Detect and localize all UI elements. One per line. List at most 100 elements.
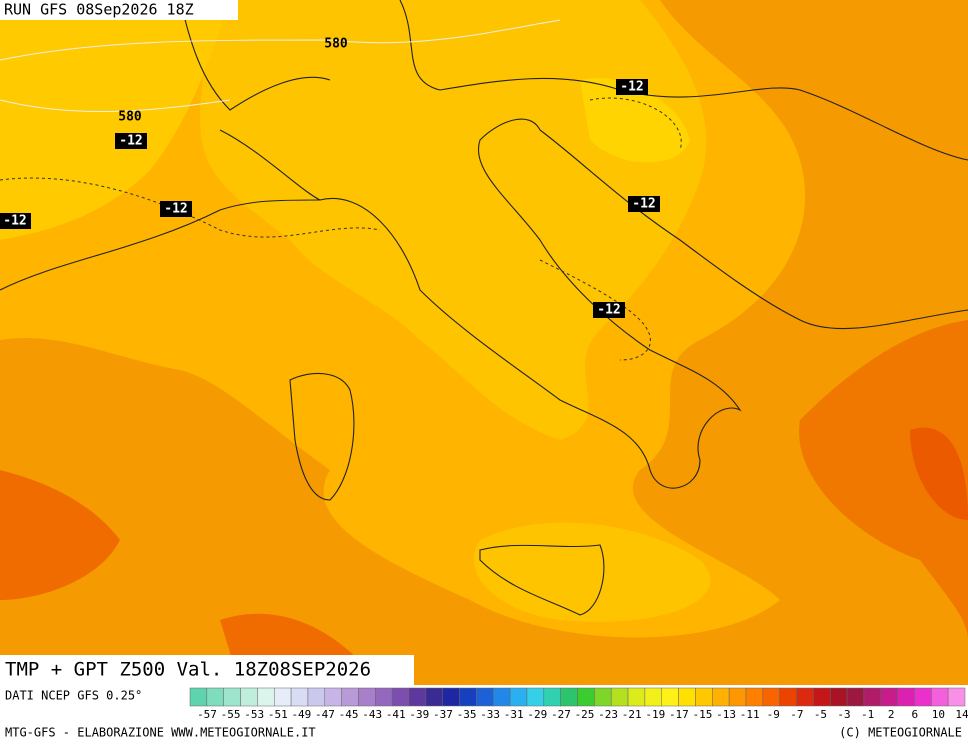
label-box	[616, 79, 648, 95]
hot-area	[0, 470, 120, 600]
legend-label: -29	[527, 708, 547, 721]
hot-area	[910, 427, 968, 520]
legend-swatch	[324, 687, 342, 707]
legend-label: -45	[339, 708, 359, 721]
legend-swatch	[762, 687, 780, 707]
legend-label: -7	[790, 708, 803, 721]
isohypse	[0, 19, 561, 61]
coastlines	[0, 0, 968, 616]
legend-label: -53	[244, 708, 264, 721]
legend-label: -47	[315, 708, 335, 721]
legend-swatch	[644, 687, 662, 707]
label-box	[593, 302, 625, 318]
legend-swatch	[290, 687, 309, 707]
legend-swatch	[459, 687, 477, 707]
legend-label: -1	[861, 708, 874, 721]
legend-label: -43	[362, 708, 382, 721]
legend-label: -11	[740, 708, 760, 721]
legend-swatch	[493, 687, 511, 707]
source-label: DATI NCEP GFS 0.25°	[5, 689, 142, 703]
legend-swatch	[425, 687, 443, 707]
legend-label: -19	[645, 708, 665, 721]
legend-swatch	[240, 687, 258, 707]
legend-swatch	[712, 687, 730, 707]
legend-label: -37	[433, 708, 453, 721]
legend-label: -31	[504, 708, 524, 721]
yellow-area	[580, 78, 690, 163]
run-box	[0, 0, 238, 20]
legend-label: -5	[814, 708, 827, 721]
contour-label: 580	[324, 37, 348, 52]
legend-label: 6	[912, 708, 919, 721]
contour-label: -12	[632, 197, 655, 212]
legend-label: -17	[669, 708, 689, 721]
footer-right: (C) METEOGIORNALE	[839, 726, 962, 740]
label-box	[115, 133, 147, 149]
legend-label: 2	[888, 708, 895, 721]
legend-swatch	[796, 687, 814, 707]
contour-label: -12	[3, 214, 26, 229]
legend-label: -13	[716, 708, 736, 721]
legend-label: -15	[693, 708, 713, 721]
isohypse	[0, 99, 231, 113]
legend-swatch	[341, 687, 359, 707]
contours	[0, 97, 682, 361]
footer-left: MTG-GFS - ELABORAZIONE WWW.METEOGIORNALE…	[5, 726, 316, 740]
legend-swatch	[442, 687, 460, 707]
legend-swatch	[577, 687, 595, 707]
legend-swatch	[678, 687, 696, 707]
legend-swatch	[594, 687, 612, 707]
legend-swatch	[846, 687, 865, 707]
legend-label: -35	[457, 708, 477, 721]
legend-swatch	[476, 687, 494, 707]
map-title: TMP + GPT Z500 Val. 18Z08SEP2026	[5, 659, 371, 681]
legend-swatch	[189, 687, 208, 707]
legend-swatch	[273, 687, 292, 707]
legend-label: -27	[551, 708, 571, 721]
legend-label: -51	[268, 708, 288, 721]
legend-swatch	[610, 687, 629, 707]
legend-swatch	[223, 687, 241, 707]
legend-swatch	[880, 687, 898, 707]
contour-label: -12	[620, 80, 643, 95]
yellow-area	[473, 522, 711, 622]
legend-label: -25	[575, 708, 595, 721]
legend-swatch	[257, 687, 275, 707]
legend-swatch	[813, 687, 831, 707]
legend-swatch	[863, 687, 882, 707]
yellow-area	[200, 0, 707, 440]
legend-label: -39	[409, 708, 429, 721]
legend-swatch	[728, 687, 747, 707]
label-box	[160, 201, 192, 217]
legend-swatch	[543, 687, 561, 707]
legend-label: -23	[598, 708, 618, 721]
legend-swatch	[509, 687, 528, 707]
legend-label: 10	[932, 708, 945, 721]
contour-label: -12	[119, 134, 142, 149]
yellow-area	[0, 0, 230, 240]
legend-swatch	[408, 687, 427, 707]
legend-swatch	[914, 687, 932, 707]
legend-label: -57	[197, 708, 217, 721]
legend-swatch	[526, 687, 545, 707]
legend-label: 14	[955, 708, 968, 721]
legend-label: -21	[622, 708, 642, 721]
legend-label: -9	[767, 708, 780, 721]
legend-swatch	[375, 687, 393, 707]
legend-swatch	[745, 687, 764, 707]
legend-swatch	[897, 687, 915, 707]
legend-swatch	[627, 687, 646, 707]
legend-swatch	[206, 687, 224, 707]
legend-label: -33	[480, 708, 500, 721]
legend-swatch	[358, 687, 376, 707]
legend-swatch	[931, 687, 949, 707]
label-box	[628, 196, 660, 212]
legend-swatch	[307, 687, 326, 707]
hot-area	[799, 320, 968, 640]
legend-label: -41	[386, 708, 406, 721]
legend-swatch	[560, 687, 578, 707]
legend-label: -3	[837, 708, 850, 721]
legend-swatch	[661, 687, 679, 707]
title-box	[0, 655, 414, 685]
